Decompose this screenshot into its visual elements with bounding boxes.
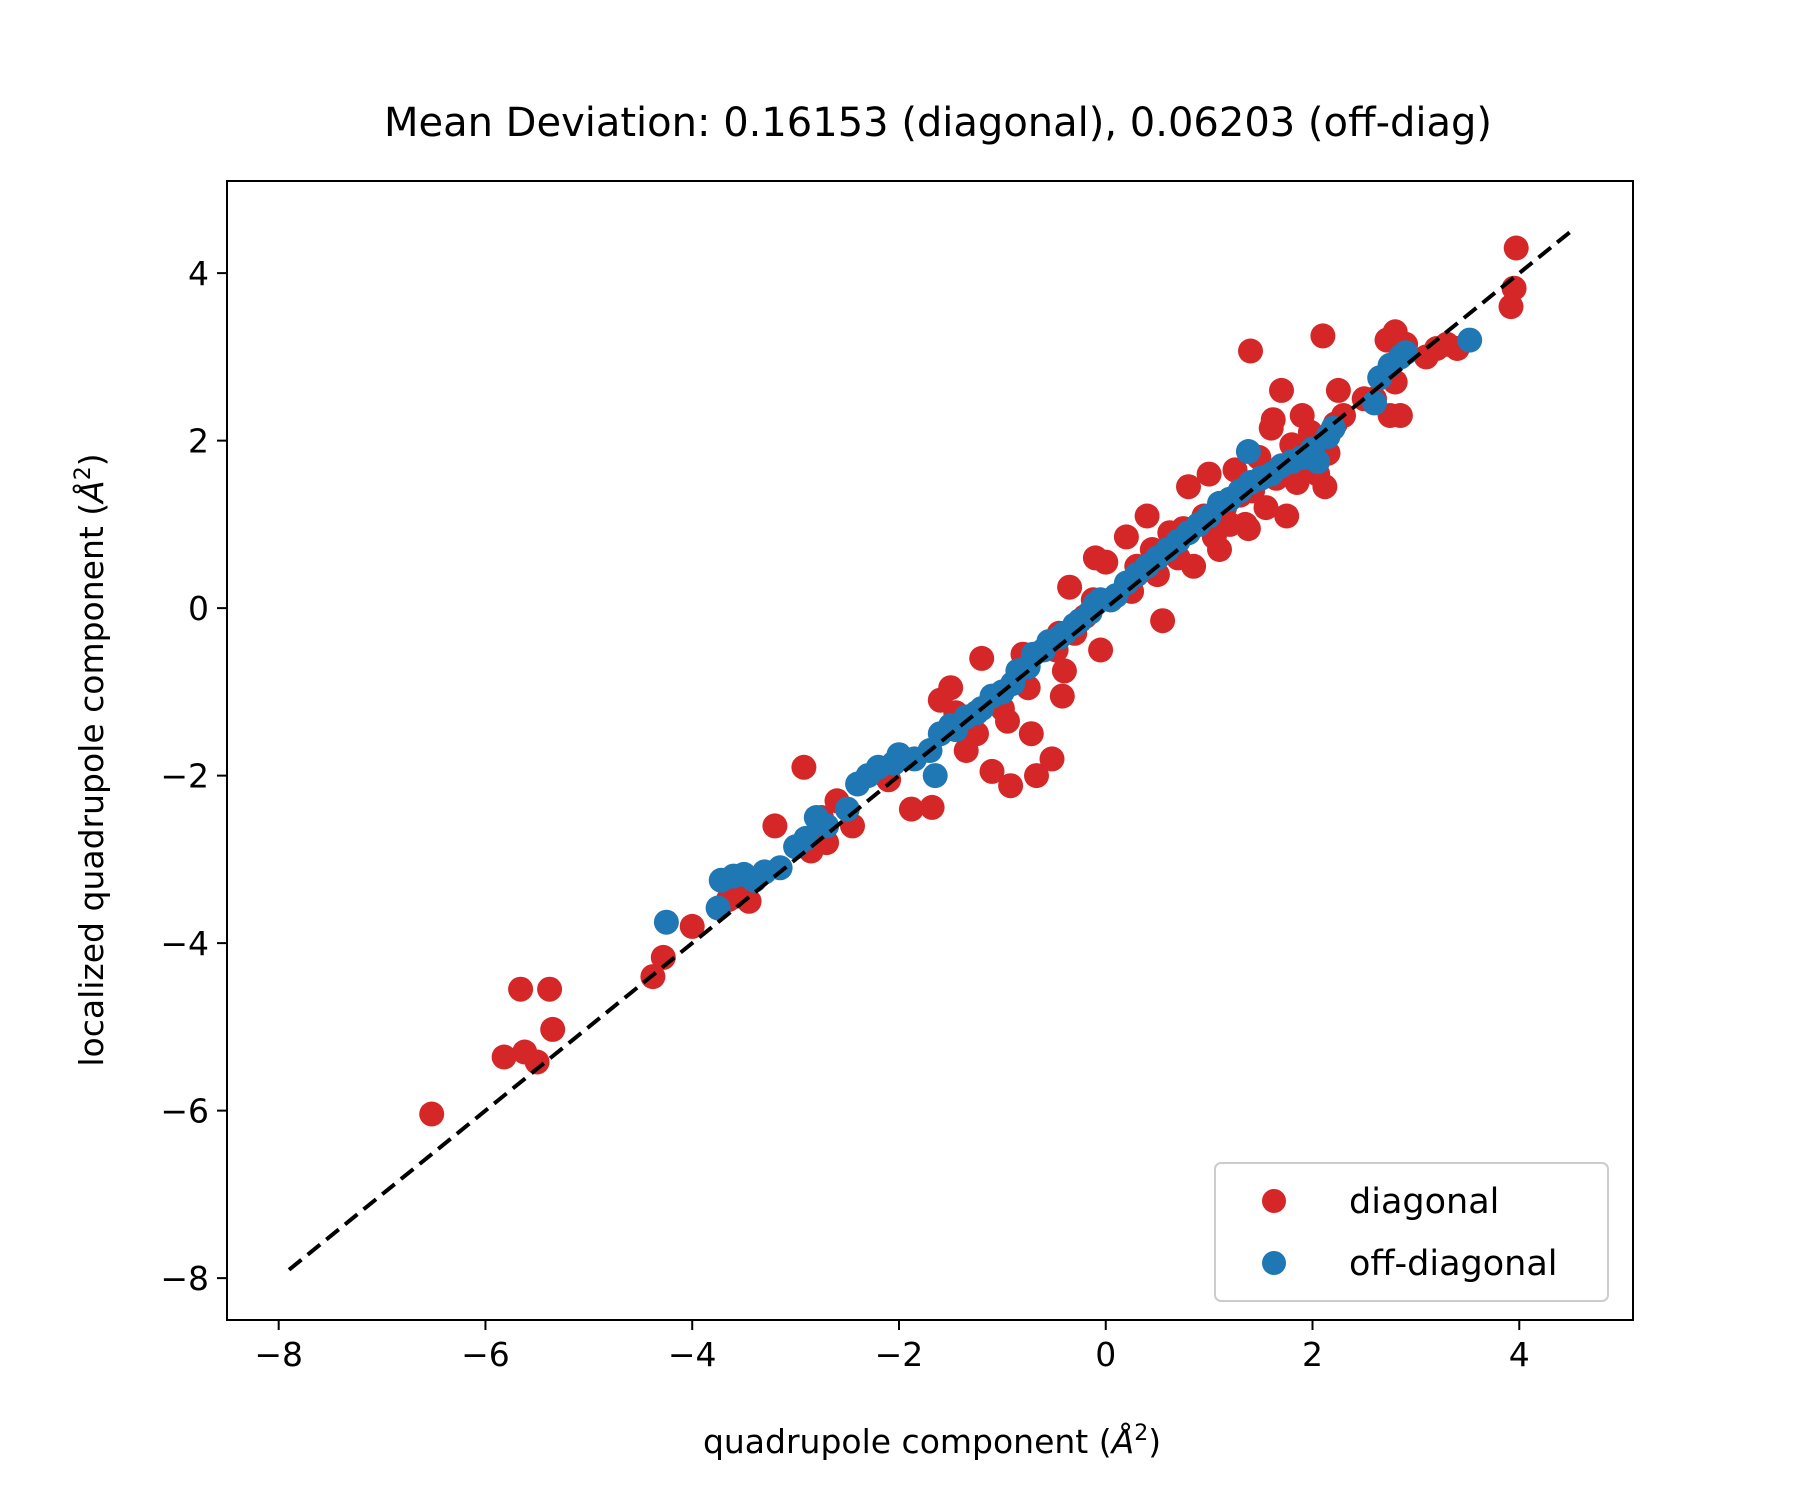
diagonal-point [491, 1044, 517, 1070]
x-tick-label: 4 [1509, 1335, 1530, 1374]
legend-box [1214, 1162, 1609, 1302]
y-tick-label: 0 [188, 589, 209, 628]
diagonal-point [1113, 524, 1139, 550]
diagonal-point [762, 813, 788, 839]
diagonal-point [1235, 516, 1261, 542]
diagonal-point [1498, 294, 1524, 320]
off-diagonal-point [1320, 415, 1346, 441]
diagonal-point [524, 1049, 550, 1075]
y-axis-label-text: localized quadrupole component ( [72, 503, 111, 1067]
y-axis-label-power: 2 [71, 466, 96, 480]
diagonal-point [791, 754, 817, 780]
off-diagonal-point [767, 855, 793, 881]
y-tick-label: 2 [188, 422, 209, 461]
x-tick-label: −4 [668, 1335, 717, 1374]
legend-marker-diagonal [1262, 1189, 1286, 1213]
diagonal-point [1387, 403, 1413, 428]
diagonal-point [537, 976, 563, 1002]
off-diagonal-point [705, 895, 731, 921]
off-diagonal-point [1457, 327, 1483, 353]
x-tick-label: 0 [1095, 1335, 1116, 1374]
x-axis-label-power: 2 [1134, 1421, 1148, 1446]
x-tick-label: −6 [461, 1335, 510, 1374]
legend-marker-off-diagonal [1262, 1251, 1286, 1275]
diagonal-point [995, 708, 1020, 734]
legend: diagonal off-diagonal [1214, 1162, 1609, 1302]
diagonal-point [1253, 495, 1279, 521]
diagonal-point [1312, 474, 1338, 500]
diagonal-point [1238, 338, 1263, 364]
data-points-layer [419, 235, 1529, 1127]
chart-title: Mean Deviation: 0.16153 (diagonal), 0.06… [384, 100, 1492, 146]
y-tick-label: −8 [160, 1259, 209, 1298]
diagonal-point [919, 794, 945, 820]
x-axis-label-close: ) [1148, 1422, 1161, 1461]
legend-label-diagonal: diagonal [1349, 1182, 1499, 1222]
diagonal-point [1057, 574, 1083, 600]
diagonal-point [1134, 503, 1160, 529]
diagonal-point [1088, 637, 1114, 663]
diagonal-point [419, 1101, 445, 1127]
x-axis-label-unit: Å [1110, 1421, 1135, 1461]
reference-line-layer [287, 229, 1573, 1272]
y-axis-label-unit: Å [71, 480, 111, 505]
y-axis-label: localized quadrupole component (Å2) [71, 453, 111, 1066]
x-tick-label: −8 [254, 1335, 303, 1374]
x-axis-ticks: −8 −6 −4 −2 0 2 4 [254, 1320, 1530, 1374]
diagonal-point [679, 913, 705, 939]
diagonal-point [1181, 553, 1207, 579]
diagonal-point [1093, 549, 1119, 575]
y-tick-label: 4 [188, 254, 209, 293]
off-diagonal-point [1235, 439, 1261, 464]
legend-label-off-diagonal: off-diagonal [1349, 1244, 1558, 1284]
x-axis-label-text: quadrupole component ( [703, 1422, 1112, 1461]
y-tick-label: −2 [160, 757, 209, 796]
x-tick-label: −2 [875, 1335, 924, 1374]
diagonal-point [1176, 474, 1201, 500]
diagonal-point [1051, 658, 1077, 684]
diagonal-point [1260, 407, 1286, 433]
y-axis-ticks: −8 −6 −4 −2 0 2 4 [160, 254, 227, 1298]
diagonal-point [969, 645, 995, 671]
diagonal-point [898, 796, 924, 822]
diagonal-point [938, 675, 964, 701]
off-diagonal-point [922, 763, 948, 789]
diagonal-point [1049, 683, 1075, 709]
diagonal-point [1269, 377, 1294, 403]
x-tick-label: 2 [1302, 1335, 1323, 1374]
diagonal-point [1024, 763, 1049, 789]
off-diagonal-point [1393, 340, 1419, 366]
diagonal-point [1207, 537, 1232, 562]
diagonal-point [540, 1016, 566, 1042]
x-axis-label: quadrupole component (Å2) [703, 1421, 1161, 1461]
identity-reference-line [287, 229, 1573, 1272]
diagonal-point [1018, 721, 1044, 747]
diagonal-point [508, 976, 534, 1002]
off-diagonal-point [834, 796, 860, 822]
diagonal-point [1150, 608, 1176, 634]
y-axis-label-close: ) [72, 453, 111, 466]
axes-spines [226, 180, 1634, 1321]
diagonal-point [1274, 503, 1300, 529]
off-diagonal-point [814, 813, 840, 839]
diagonal-point [1310, 323, 1336, 349]
plot-frame-layer [226, 180, 1634, 1321]
off-diagonal-point [653, 909, 679, 935]
y-tick-label: −4 [160, 924, 209, 963]
off-diagonal-point [1305, 449, 1331, 475]
y-tick-label: −6 [160, 1092, 209, 1131]
diagonal-point [1196, 461, 1222, 487]
off-diagonal-point [1362, 390, 1387, 416]
diagonal-point [998, 773, 1024, 799]
diagonal-point [1325, 377, 1351, 403]
diagonal-point [979, 758, 1005, 784]
diagonal-point [1503, 235, 1529, 261]
diagonal-point [1039, 746, 1065, 772]
